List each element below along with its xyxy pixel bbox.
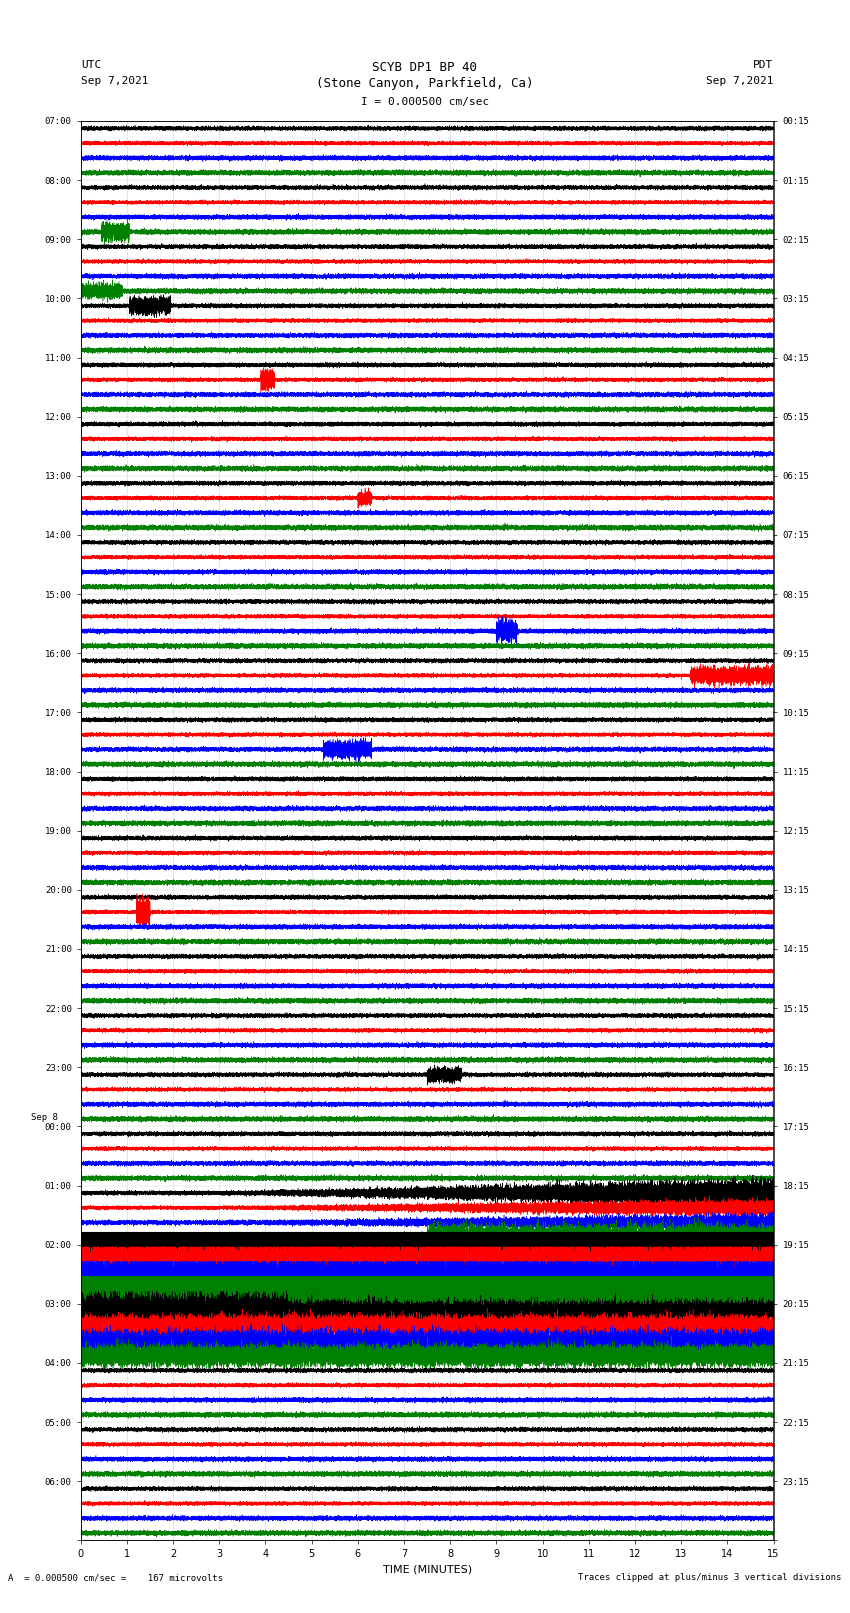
- Text: Sep 8: Sep 8: [31, 1113, 58, 1123]
- Text: (Stone Canyon, Parkfield, Ca): (Stone Canyon, Parkfield, Ca): [316, 77, 534, 90]
- Text: PDT: PDT: [753, 60, 774, 69]
- Text: Traces clipped at plus/minus 3 vertical divisions: Traces clipped at plus/minus 3 vertical …: [578, 1573, 842, 1582]
- Text: SCYB DP1 BP 40: SCYB DP1 BP 40: [372, 61, 478, 74]
- X-axis label: TIME (MINUTES): TIME (MINUTES): [382, 1565, 472, 1574]
- Text: Sep 7,2021: Sep 7,2021: [81, 76, 148, 85]
- Text: A  = 0.000500 cm/sec =    167 microvolts: A = 0.000500 cm/sec = 167 microvolts: [8, 1573, 224, 1582]
- Text: I = 0.000500 cm/sec: I = 0.000500 cm/sec: [361, 97, 489, 106]
- Text: Sep 7,2021: Sep 7,2021: [706, 76, 774, 85]
- Text: UTC: UTC: [81, 60, 101, 69]
